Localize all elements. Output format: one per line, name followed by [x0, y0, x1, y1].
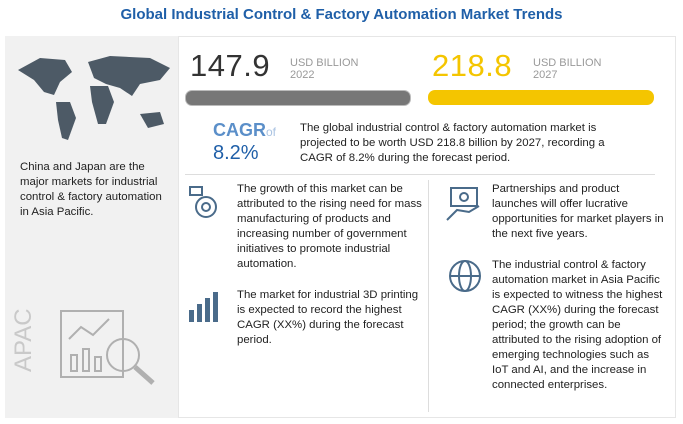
region-text: China and Japan are the major markets fo… — [20, 161, 162, 218]
insight-text: The industrial control & factory automat… — [492, 259, 663, 391]
region-name: APAC — [10, 308, 37, 372]
year-2027: 2027 — [533, 69, 558, 81]
title: Global Industrial Control & Factory Auto… — [120, 6, 563, 23]
analytics-icon — [60, 310, 155, 385]
divider — [428, 180, 429, 412]
year-2022: 2022 — [290, 69, 315, 81]
bar-2027 — [428, 90, 654, 105]
growth-icon — [189, 292, 218, 322]
main-panel — [178, 36, 676, 418]
bar-2022 — [185, 90, 411, 106]
insight-text: The growth of this market can be attribu… — [237, 183, 422, 270]
insight-text: Partnerships and product launches will o… — [492, 183, 664, 240]
value-2027: 218.8 — [432, 48, 513, 83]
divider — [185, 174, 655, 175]
money-icon — [446, 187, 480, 221]
cagr-text: The global industrial control & factory … — [300, 122, 605, 164]
insight-text: The market for industrial 3D printing is… — [237, 289, 419, 346]
unit-2027: USD BILLION — [533, 57, 602, 69]
value-2022: 147.9 — [190, 48, 271, 83]
cagr-value: 8.2% — [213, 142, 259, 164]
gear-icon — [189, 186, 217, 218]
left-panel — [5, 36, 178, 418]
globe-icon — [449, 260, 481, 292]
unit-2022: USD BILLION — [290, 57, 359, 69]
cagr-label: CAGR — [213, 120, 266, 140]
cagr-suffix: of — [266, 125, 277, 139]
world-map — [18, 56, 170, 140]
